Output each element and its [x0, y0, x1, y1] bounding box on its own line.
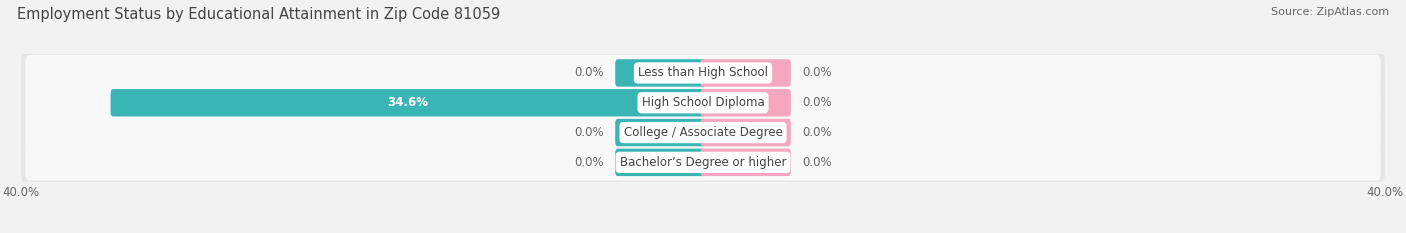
FancyBboxPatch shape [21, 112, 1385, 153]
Text: Bachelor’s Degree or higher: Bachelor’s Degree or higher [620, 156, 786, 169]
Text: 0.0%: 0.0% [801, 126, 831, 139]
FancyBboxPatch shape [700, 149, 790, 176]
FancyBboxPatch shape [21, 82, 1385, 123]
FancyBboxPatch shape [700, 59, 790, 87]
FancyBboxPatch shape [700, 119, 790, 146]
Text: Less than High School: Less than High School [638, 66, 768, 79]
Text: Source: ZipAtlas.com: Source: ZipAtlas.com [1271, 7, 1389, 17]
Text: 0.0%: 0.0% [801, 156, 831, 169]
FancyBboxPatch shape [25, 55, 1381, 91]
Text: Employment Status by Educational Attainment in Zip Code 81059: Employment Status by Educational Attainm… [17, 7, 501, 22]
Text: 0.0%: 0.0% [575, 156, 605, 169]
FancyBboxPatch shape [25, 114, 1381, 151]
FancyBboxPatch shape [111, 89, 706, 116]
Text: High School Diploma: High School Diploma [641, 96, 765, 109]
Text: 0.0%: 0.0% [801, 96, 831, 109]
Text: College / Associate Degree: College / Associate Degree [624, 126, 782, 139]
FancyBboxPatch shape [616, 59, 706, 87]
FancyBboxPatch shape [616, 149, 706, 176]
FancyBboxPatch shape [21, 52, 1385, 93]
Text: 0.0%: 0.0% [575, 126, 605, 139]
FancyBboxPatch shape [700, 89, 790, 116]
FancyBboxPatch shape [616, 119, 706, 146]
Text: 0.0%: 0.0% [801, 66, 831, 79]
FancyBboxPatch shape [25, 144, 1381, 181]
Text: 34.6%: 34.6% [388, 96, 429, 109]
FancyBboxPatch shape [25, 85, 1381, 121]
Text: 0.0%: 0.0% [575, 66, 605, 79]
FancyBboxPatch shape [21, 142, 1385, 183]
